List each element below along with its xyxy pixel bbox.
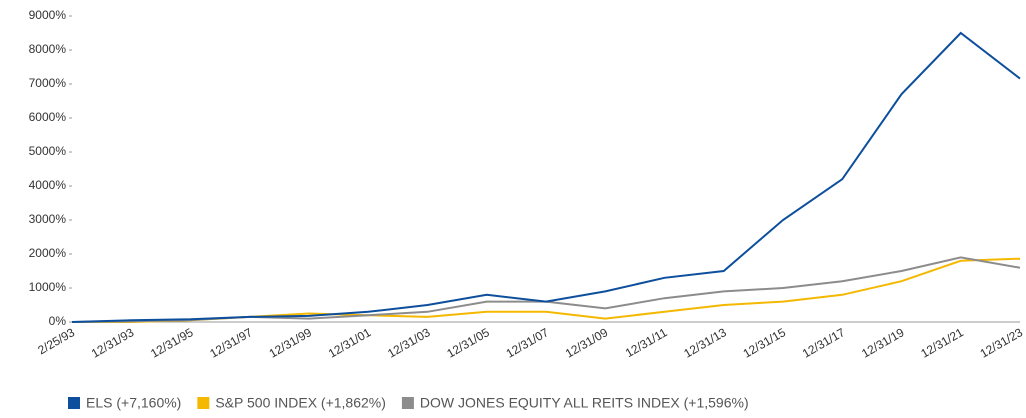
x-tick-label: 12/31/99	[267, 325, 315, 361]
x-tick-label: 12/31/01	[326, 325, 374, 361]
legend-label: ELS (+7,160%)	[86, 395, 181, 411]
y-tick-label: 1000%	[29, 280, 67, 294]
x-tick-label: 2/25/93	[35, 325, 77, 357]
x-tick-label: 12/31/19	[859, 325, 907, 361]
y-tick-label: 3000%	[29, 212, 67, 226]
legend-swatch	[197, 397, 210, 409]
y-tick-label: 6000%	[29, 110, 67, 124]
x-tick-label: 12/31/93	[89, 325, 137, 361]
series-line	[72, 257, 1021, 323]
x-tick-label: 12/31/13	[681, 325, 729, 361]
series-line	[71, 31, 1021, 323]
x-tick-label: 12/31/17	[800, 325, 848, 361]
x-tick-label: 12/31/21	[918, 325, 966, 361]
y-tick-label: 5000%	[29, 144, 67, 158]
x-tick-label: 12/31/07	[504, 325, 552, 361]
y-tick-label: 2000%	[29, 246, 67, 260]
x-tick-label: 12/31/23	[978, 325, 1026, 361]
x-tick-label: 12/31/95	[148, 325, 196, 361]
y-tick-label: 0%	[49, 314, 67, 328]
x-tick-label: 12/31/15	[741, 325, 789, 361]
x-tick-label: 12/31/97	[207, 325, 255, 361]
legend-label: S&P 500 INDEX (+1,862%)	[215, 395, 386, 411]
y-tick-label: 8000%	[29, 42, 67, 56]
y-tick-label: 4000%	[29, 178, 67, 192]
legend-swatch	[401, 397, 414, 409]
x-tick-label: 12/31/03	[385, 325, 433, 361]
x-tick-label: 12/31/09	[563, 325, 611, 361]
x-tick-label: 12/31/05	[444, 325, 492, 361]
legend-swatch	[68, 397, 80, 409]
y-tick-label: 9000%	[29, 8, 67, 22]
y-tick-label: 7000%	[29, 76, 67, 90]
legend-label: DOW JONES EQUITY ALL REITS INDEX (+1,596…	[420, 395, 749, 411]
x-tick-label: 12/31/11	[623, 325, 670, 360]
